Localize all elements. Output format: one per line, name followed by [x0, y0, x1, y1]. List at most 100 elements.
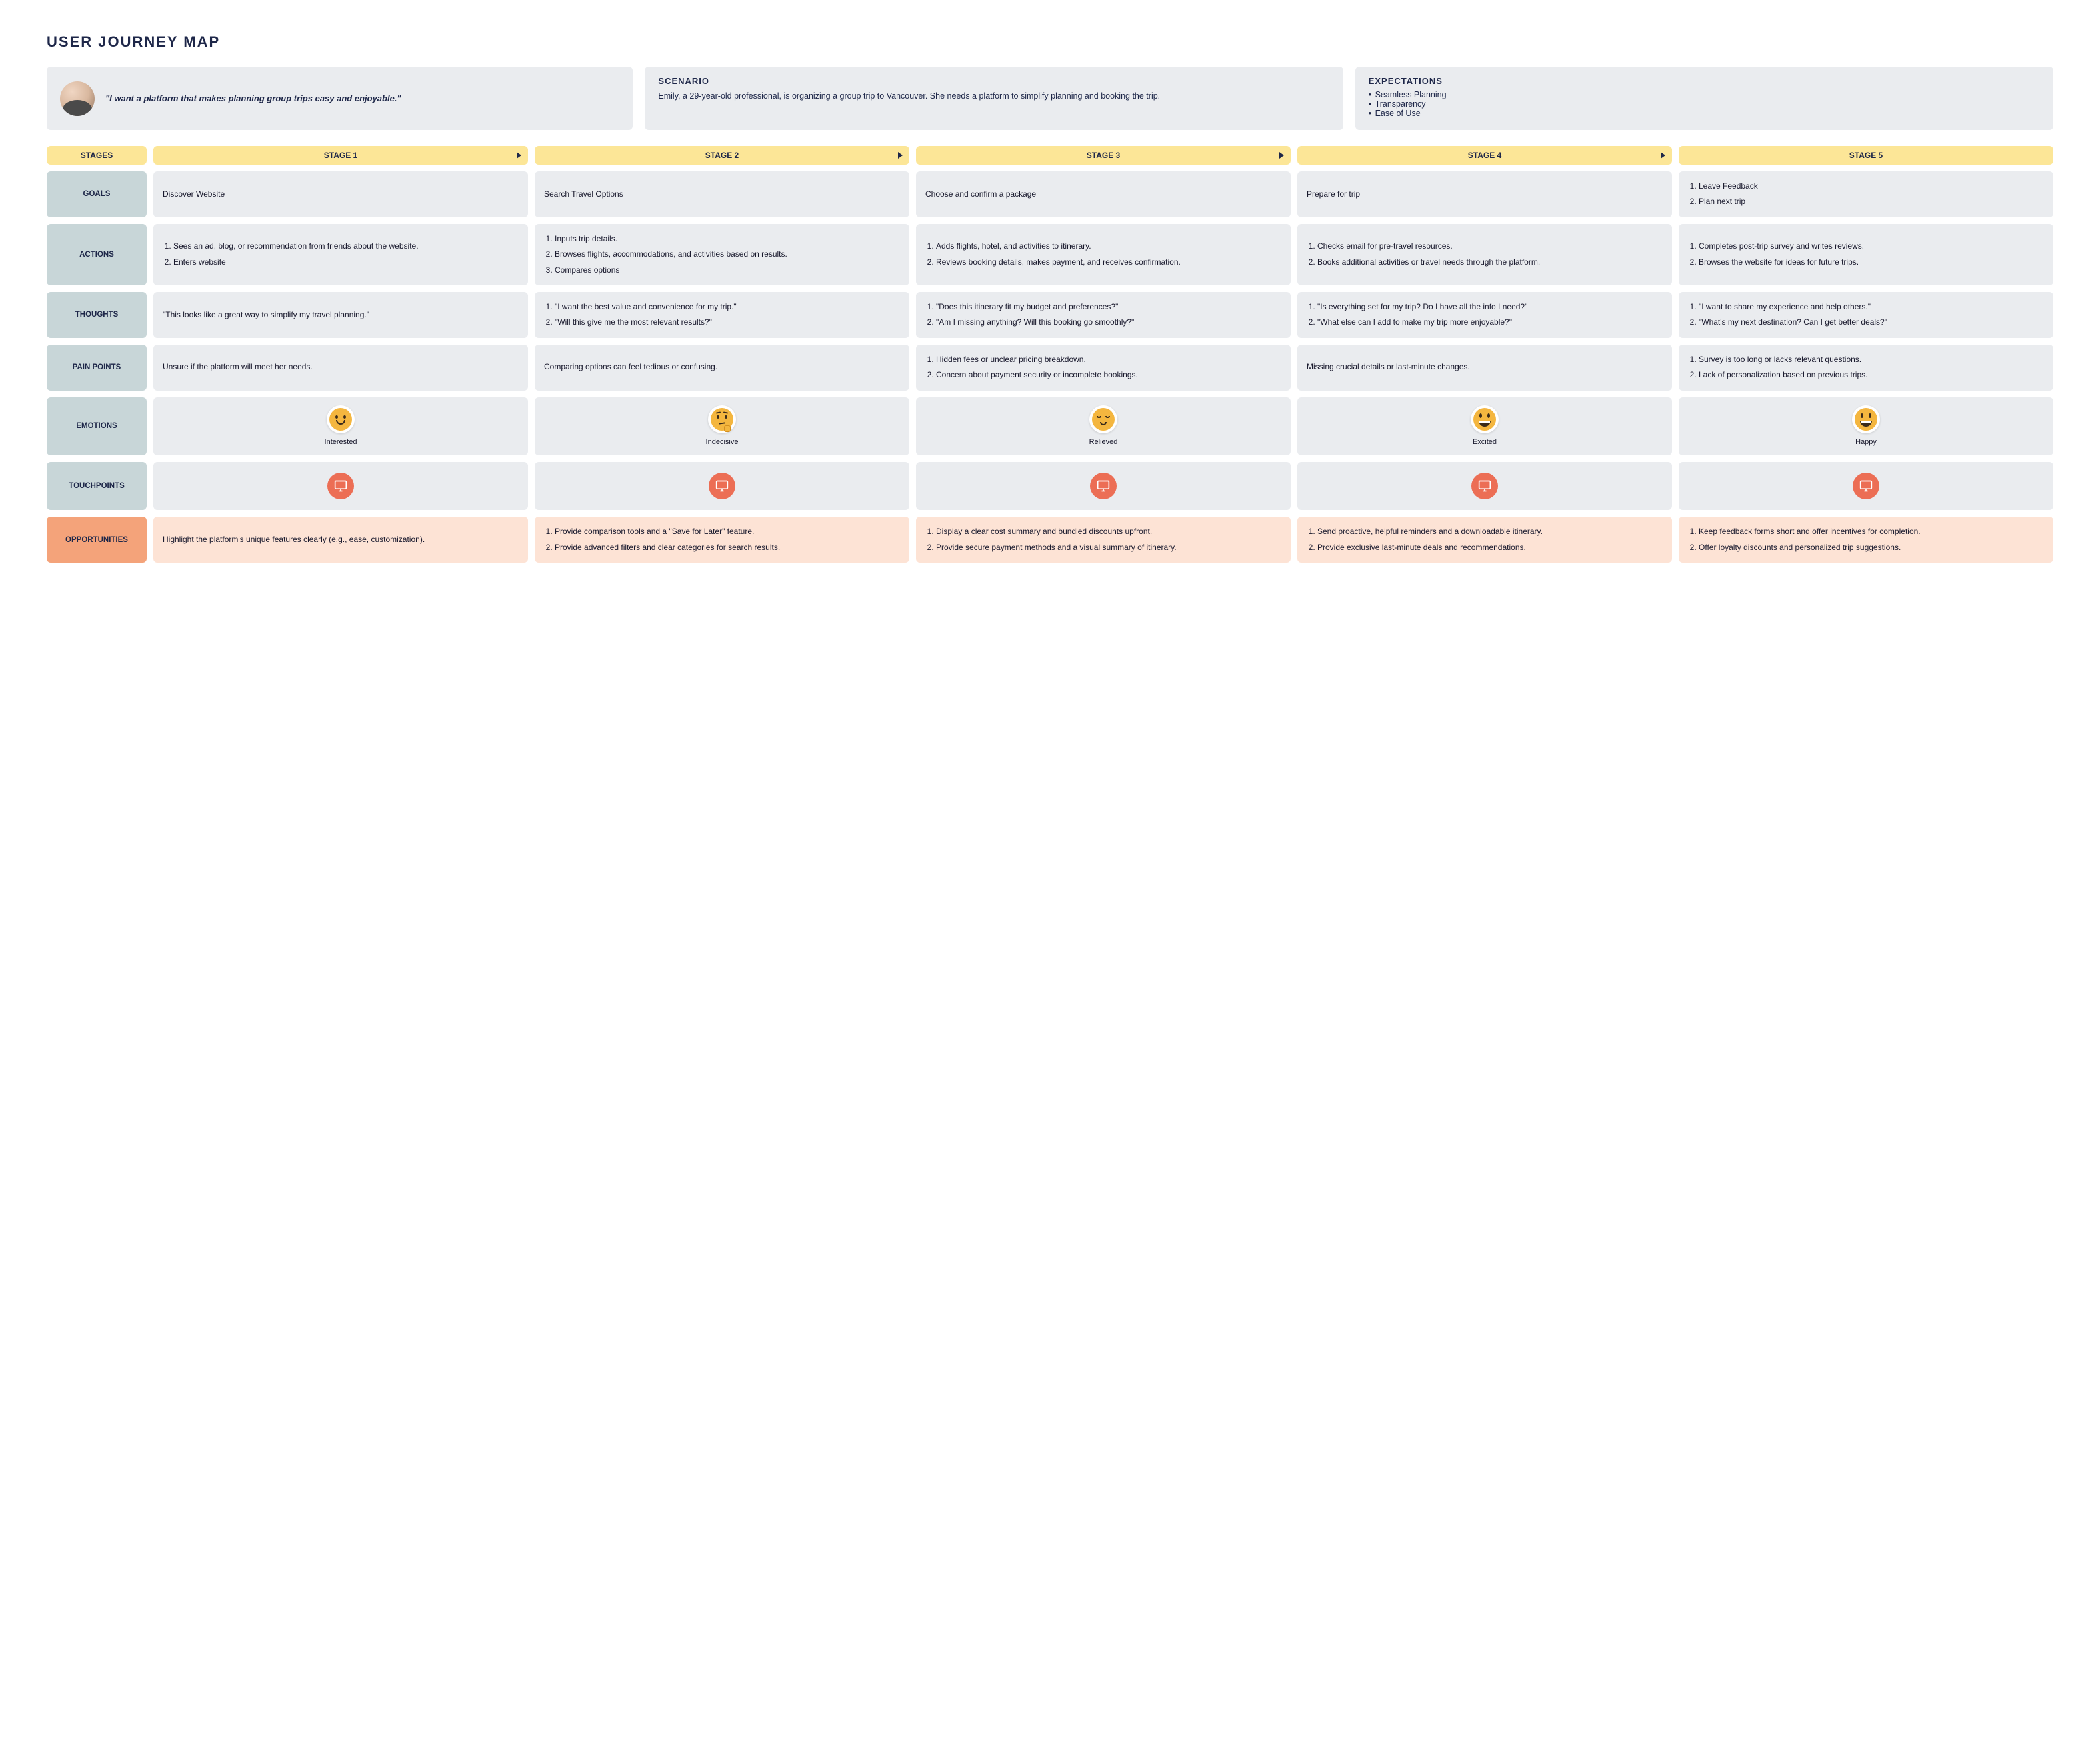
list-item: Sees an ad, blog, or recommendation from… — [173, 241, 519, 252]
list-item: Display a clear cost summary and bundled… — [936, 526, 1281, 537]
list-item: "Will this give me the most relevant res… — [555, 317, 900, 328]
list-item: Browses flights, accommodations, and act… — [555, 249, 900, 260]
stage-header: STAGE 4 — [1297, 146, 1672, 165]
list-item: Lack of personalization based on previou… — [1699, 369, 2044, 381]
expectations-item: Ease of Use — [1369, 109, 2040, 118]
list-item: Offer loyalty discounts and personalized… — [1699, 542, 2044, 553]
emotion-label: Indecisive — [706, 437, 739, 448]
emotion-label: Happy — [1855, 437, 1877, 448]
goals-cell: Leave Feedback Plan next trip — [1679, 171, 2053, 217]
expectations-list: Seamless PlanningTransparencyEase of Use — [1369, 90, 2040, 118]
list-item: Concern about payment security or incomp… — [936, 369, 1281, 381]
painpoints-cell: Unsure if the platform will meet her nee… — [153, 345, 528, 391]
stage-header: STAGE 5 — [1679, 146, 2053, 165]
expectations-item: Seamless Planning — [1369, 90, 2040, 99]
emoji-icon — [1089, 405, 1117, 433]
actions-label: ACTIONS — [47, 224, 147, 285]
expectations-item: Transparency — [1369, 99, 2040, 109]
emotion-label: Interested — [325, 437, 357, 448]
list-item: Survey is too long or lacks relevant que… — [1699, 354, 2044, 365]
list-item: "Is everything set for my trip? Do I hav… — [1317, 301, 1663, 313]
emoji-icon — [1471, 405, 1499, 433]
actions-cell: Checks email for pre-travel resources. Bo… — [1297, 224, 1672, 285]
actions-cell: Inputs trip details. Browses flights, acc… — [535, 224, 909, 285]
thoughts-cell: "Is everything set for my trip? Do I hav… — [1297, 292, 1672, 338]
monitor-icon — [709, 473, 735, 499]
monitor-icon — [1471, 473, 1498, 499]
scenario-heading: SCENARIO — [658, 76, 1329, 86]
thoughts-cell: "Does this itinerary fit my budget and p… — [916, 292, 1291, 338]
journey-grid: STAGESSTAGE 1STAGE 2STAGE 3STAGE 4STAGE … — [47, 146, 2053, 563]
avatar — [60, 81, 95, 116]
smile-emoji-icon — [329, 408, 352, 431]
list-item: Provide secure payment methods and a vis… — [936, 542, 1281, 553]
thoughts-cell: "This looks like a great way to simplify… — [153, 292, 528, 338]
page-title: USER JOURNEY MAP — [47, 33, 2053, 51]
touchpoint-cell — [1297, 462, 1672, 510]
list-item: "I want to share my experience and help … — [1699, 301, 2044, 313]
goals-cell: Choose and confirm a package — [916, 171, 1291, 217]
emoji-icon — [1852, 405, 1880, 433]
goals-label: GOALS — [47, 171, 147, 217]
goals-cell: Prepare for trip — [1297, 171, 1672, 217]
actions-cell: Adds flights, hotel, and activities to i… — [916, 224, 1291, 285]
painpoints-label: PAIN POINTS — [47, 345, 147, 391]
expectations-heading: EXPECTATIONS — [1369, 76, 2040, 86]
monitor-icon — [1853, 473, 1879, 499]
chevron-right-icon — [898, 152, 903, 159]
touchpoints-label: TOUCHPOINTS — [47, 462, 147, 510]
list-item: "Does this itinerary fit my budget and p… — [936, 301, 1281, 313]
list-item: "What else can I add to make my trip mor… — [1317, 317, 1663, 328]
touchpoint-cell — [535, 462, 909, 510]
goals-cell: Discover Website — [153, 171, 528, 217]
stage-header: STAGE 2 — [535, 146, 909, 165]
opportunities-cell: Highlight the platform's unique features… — [153, 517, 528, 563]
expectations-box: EXPECTATIONS Seamless PlanningTransparen… — [1355, 67, 2053, 130]
emotion-label: Relieved — [1089, 437, 1118, 448]
goals-cell: Search Travel Options — [535, 171, 909, 217]
grin-emoji-icon — [1855, 408, 1877, 431]
touchpoint-cell — [153, 462, 528, 510]
list-item: Plan next trip — [1699, 196, 2044, 207]
stages-label: STAGES — [47, 146, 147, 165]
emotion-label: Excited — [1473, 437, 1497, 448]
list-item: Send proactive, helpful reminders and a … — [1317, 526, 1663, 537]
emoji-icon — [327, 405, 355, 433]
list-item: Checks email for pre-travel resources. — [1317, 241, 1663, 252]
list-item: Leave Feedback — [1699, 181, 2044, 192]
emoji-icon — [708, 405, 736, 433]
stage-header: STAGE 1 — [153, 146, 528, 165]
list-item: Inputs trip details. — [555, 233, 900, 245]
list-item: Keep feedback forms short and offer ince… — [1699, 526, 2044, 537]
list-item: Reviews booking details, makes payment, … — [936, 257, 1281, 268]
monitor-icon — [1090, 473, 1117, 499]
list-item: Hidden fees or unclear pricing breakdown… — [936, 354, 1281, 365]
touchpoint-cell — [1679, 462, 2053, 510]
thoughts-label: THOUGHTS — [47, 292, 147, 338]
persona-box: "I want a platform that makes planning g… — [47, 67, 633, 130]
list-item: Provide exclusive last-minute deals and … — [1317, 542, 1663, 553]
chevron-right-icon — [1279, 152, 1284, 159]
painpoints-cell: Comparing options can feel tedious or co… — [535, 345, 909, 391]
list-item: Provide comparison tools and a "Save for… — [555, 526, 900, 537]
list-item: Books additional activities or travel ne… — [1317, 257, 1663, 268]
list-item: Completes post-trip survey and writes re… — [1699, 241, 2044, 252]
emotion-cell: Happy — [1679, 397, 2053, 456]
opportunities-cell: Keep feedback forms short and offer ince… — [1679, 517, 2053, 563]
painpoints-cell: Missing crucial details or last-minute c… — [1297, 345, 1672, 391]
scenario-text: Emily, a 29-year-old professional, is or… — [658, 90, 1329, 103]
opportunities-cell: Display a clear cost summary and bundled… — [916, 517, 1291, 563]
opportunities-cell: Provide comparison tools and a "Save for… — [535, 517, 909, 563]
touchpoint-cell — [916, 462, 1291, 510]
persona-quote: "I want a platform that makes planning g… — [105, 92, 401, 105]
list-item: Adds flights, hotel, and activities to i… — [936, 241, 1281, 252]
opportunities-label: OPPORTUNITIES — [47, 517, 147, 563]
list-item: "I want the best value and convenience f… — [555, 301, 900, 313]
thinking-emoji-icon — [711, 408, 733, 431]
list-item: Compares options — [555, 265, 900, 276]
actions-cell: Completes post-trip survey and writes re… — [1679, 224, 2053, 285]
grin-emoji-icon — [1473, 408, 1496, 431]
emotion-cell: Excited — [1297, 397, 1672, 456]
chevron-right-icon — [1661, 152, 1665, 159]
painpoints-cell: Survey is too long or lacks relevant que… — [1679, 345, 2053, 391]
